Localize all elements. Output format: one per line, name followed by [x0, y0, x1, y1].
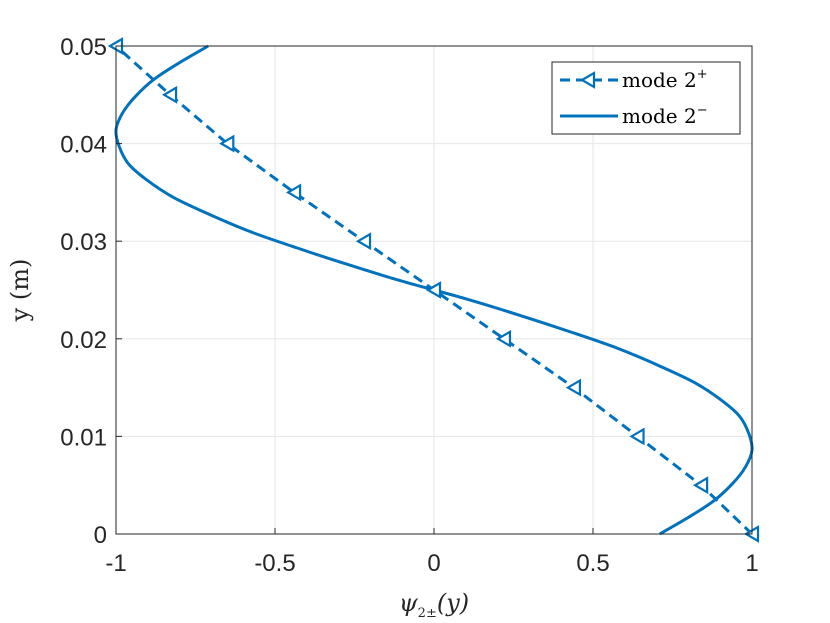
x-tick-label: -0.5	[254, 550, 295, 577]
ticks: -1 -0.5 0 0.5 1 0 0.01 0.02 0.03 0.04 0.05	[60, 34, 758, 577]
series-mode-2-plus-marker	[161, 85, 178, 104]
x-axis-title-subscript: 2±	[418, 606, 437, 621]
x-axis-title-argument: (y)	[437, 589, 469, 617]
x-tick-label: -1	[105, 550, 126, 577]
legend-marker-mode-2-plus	[579, 71, 596, 89]
series-mode-2-plus-marker	[565, 378, 582, 397]
series-mode-2-plus-marker	[355, 232, 372, 251]
y-tick-label: 0.02	[60, 327, 107, 354]
y-tick-label: 0.03	[60, 229, 107, 256]
series-mode-2-plus-marker	[425, 281, 442, 299]
x-tick-label: 0	[427, 550, 440, 577]
y-axis-title: y (m)	[6, 259, 34, 323]
legend-label-mode-2-plus: mode 2+	[622, 67, 708, 92]
legend-box	[551, 61, 741, 135]
x-tick-label: 0.5	[576, 550, 609, 577]
series-mode-2-plus-marker	[629, 427, 645, 446]
legend-label-mode-2-plus-superscript: +	[697, 67, 708, 82]
series-mode-2-plus-marker	[495, 329, 512, 348]
y-tick-label: 0.05	[60, 34, 107, 61]
series-mode-2-plus-marker	[285, 183, 302, 202]
legend: mode 2+ mode 2−	[551, 61, 741, 135]
x-tick-label: 1	[745, 550, 758, 577]
legend-label-mode-2-minus: mode 2−	[622, 103, 708, 128]
y-tick-label: 0	[94, 522, 107, 549]
legend-label-mode-2-minus-superscript: −	[697, 103, 708, 118]
y-tick-label: 0.01	[60, 424, 107, 451]
series-mode-2-plus-marker	[692, 476, 709, 495]
legend-label-mode-2-minus-base: mode 2	[622, 104, 697, 128]
x-axis-title-base: ψ	[399, 589, 419, 617]
series-mode-2-plus-marker	[219, 134, 235, 153]
y-tick-label: 0.04	[60, 132, 107, 159]
x-axis-title: ψ2±(y)	[399, 589, 469, 621]
legend-label-mode-2-plus-base: mode 2	[622, 68, 697, 92]
